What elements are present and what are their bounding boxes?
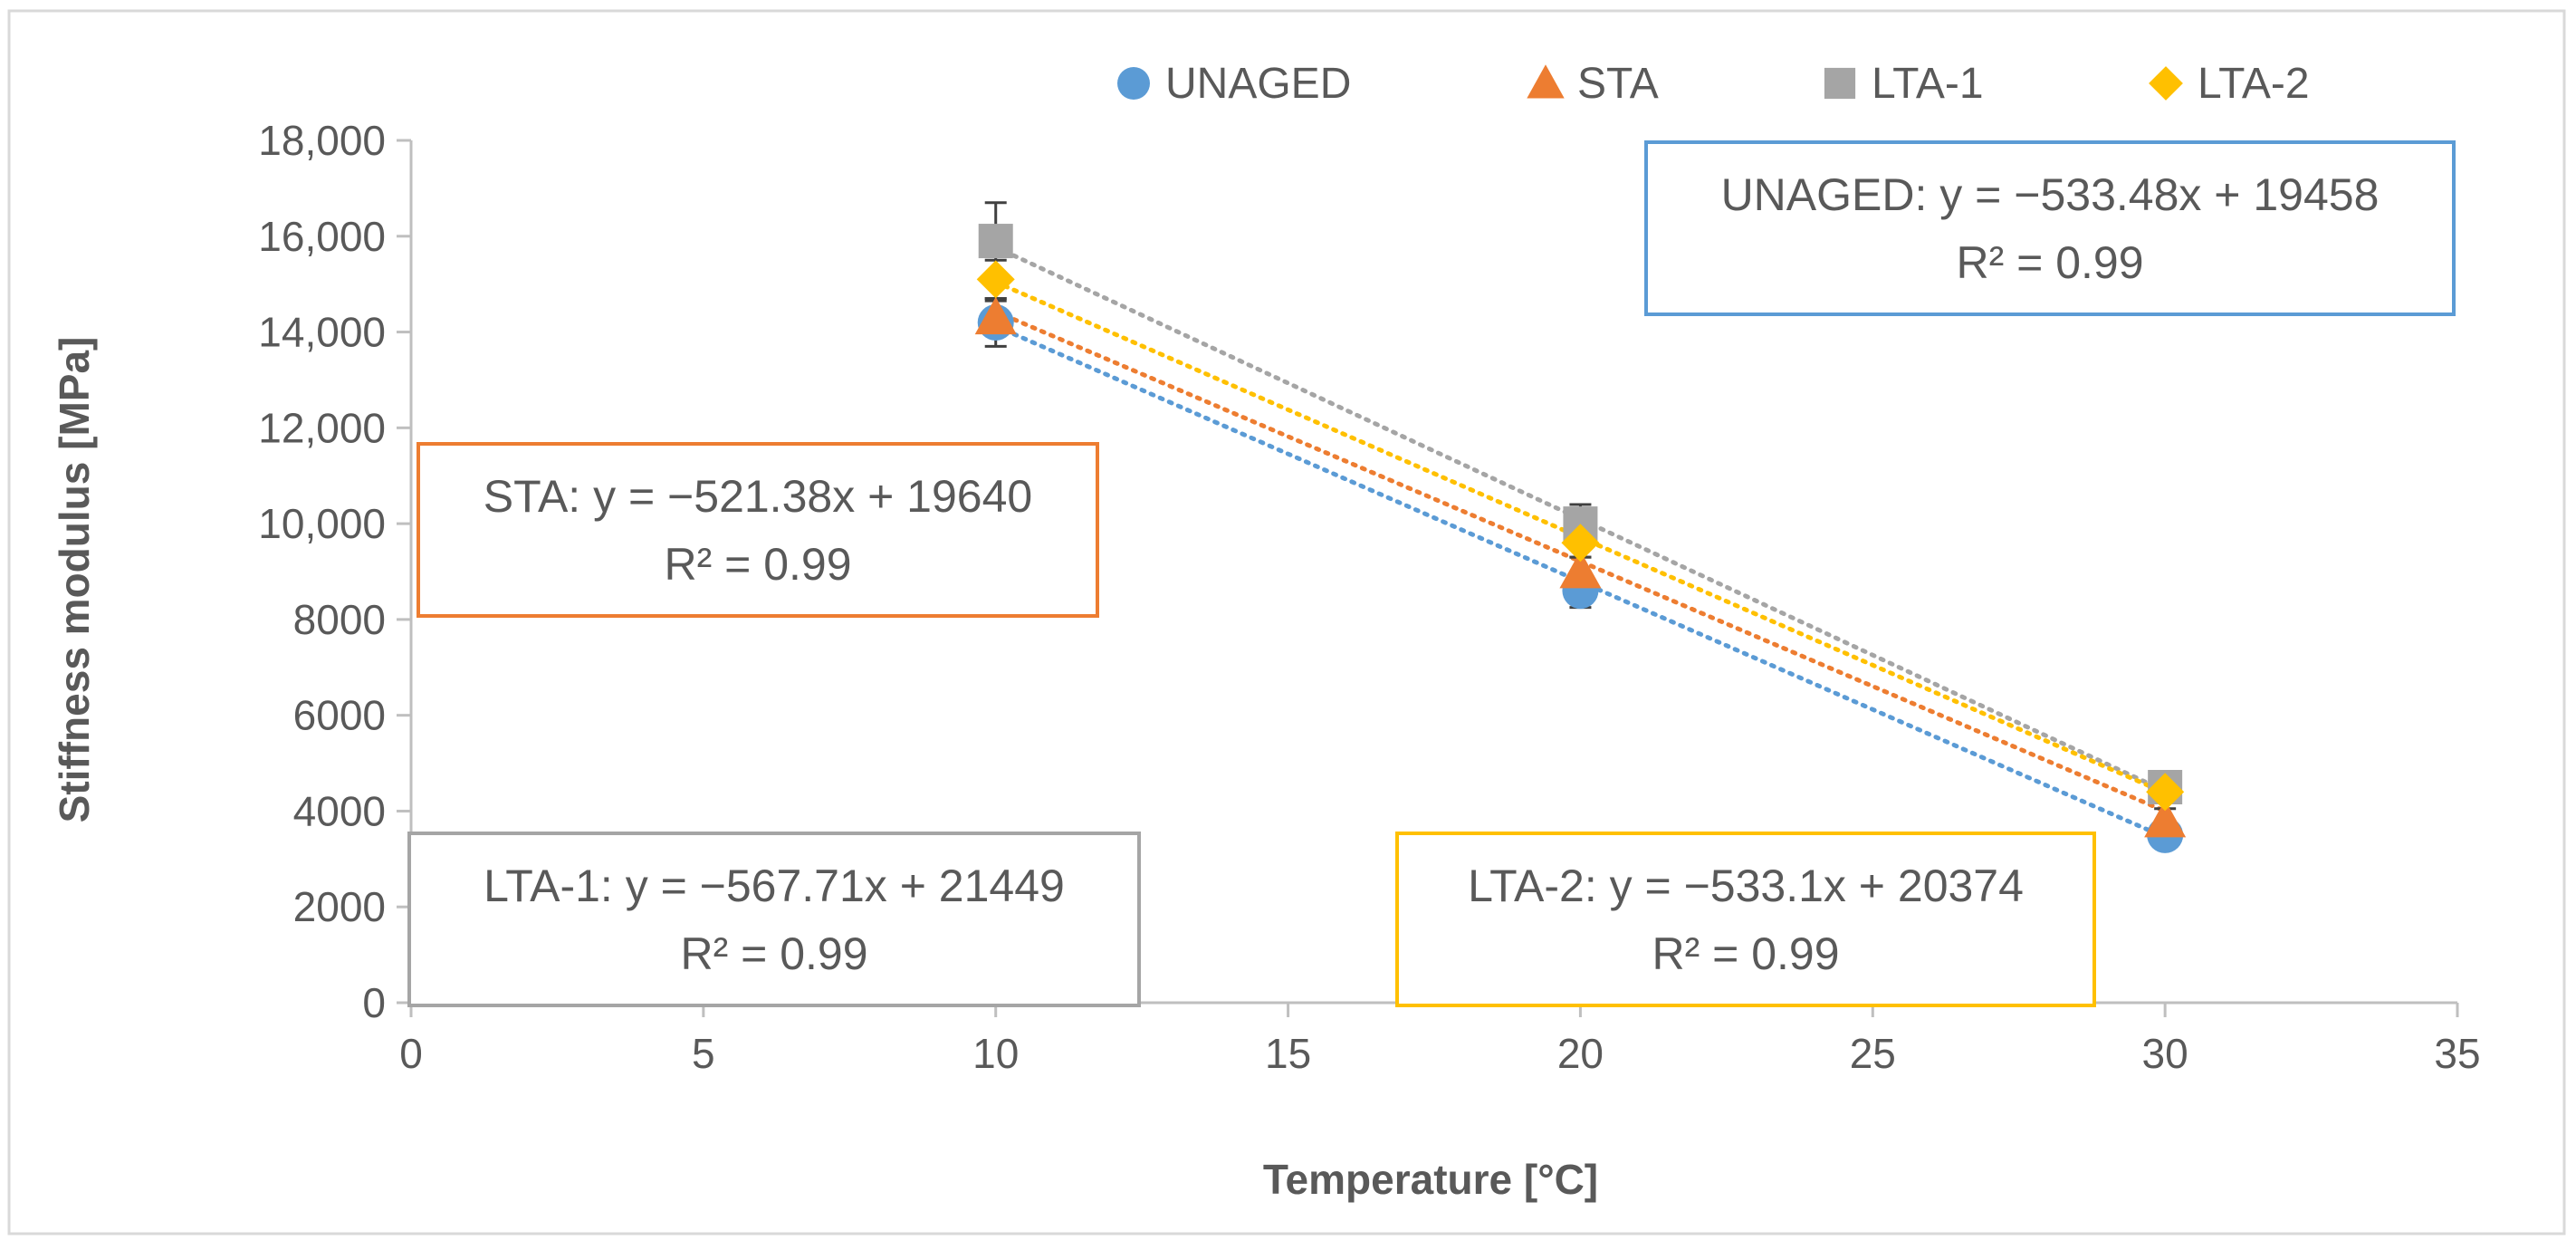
y-tick-label: 14,000 [258, 309, 386, 356]
equation-box-unaged: UNAGED: y = −533.48x + 19458 R² = 0.99 [1644, 140, 2456, 316]
y-tick-label: 12,000 [258, 404, 386, 451]
legend-label-lta-1: LTA-1 [1872, 60, 1984, 108]
trendline-equation: LTA-1: y = −567.71x + 21449 [484, 861, 1065, 911]
x-tick-label: 0 [399, 1030, 423, 1077]
x-tick-label: 20 [1557, 1030, 1604, 1077]
y-tick-label: 2000 [293, 883, 386, 930]
legend-item-unaged: UNAGED [1117, 60, 1351, 108]
y-tick-label: 6000 [293, 692, 386, 739]
y-tick-label: 18,000 [258, 117, 386, 164]
x-tick-label: 25 [1850, 1030, 1896, 1077]
point-lta-1 [978, 224, 1013, 259]
point-lta-2 [976, 260, 1015, 299]
point-sta [974, 296, 1017, 335]
legend-marker-lta-1 [1824, 67, 1856, 100]
x-tick-label: 35 [2434, 1030, 2480, 1077]
y-axis-title: Stiffness modulus [MPa] [51, 337, 98, 823]
r-squared-value: R² = 0.99 [664, 539, 851, 590]
r-squared-value: R² = 0.99 [680, 928, 867, 979]
legend-item-lta-1: LTA-1 [1824, 60, 1984, 108]
legend-marker-unaged [1117, 67, 1150, 100]
trendline-equation: LTA-2: y = −533.1x + 20374 [1468, 861, 2024, 911]
point-sta [2144, 800, 2187, 838]
equation-box-frame [1395, 832, 2096, 1007]
trendline-lta-1 [993, 245, 2168, 793]
legend-marker-sta [1527, 64, 1565, 99]
point-lta-2 [2146, 773, 2185, 812]
y-tick-label: 0 [362, 979, 386, 1026]
x-axis-title: Temperature [°C] [1263, 1156, 1598, 1203]
x-tick-label: 10 [972, 1030, 1019, 1077]
y-tick-label: 8000 [293, 596, 386, 643]
legend-label-unaged: UNAGED [1165, 60, 1351, 108]
x-tick-label: 30 [2142, 1030, 2188, 1077]
equation-box-frame [407, 832, 1141, 1007]
trendline-equation: STA: y = −521.38x + 19640 [484, 471, 1032, 522]
y-tick-label: 4000 [293, 787, 386, 834]
legend-item-sta: STA [1527, 60, 1659, 108]
equation-box-frame [417, 442, 1099, 618]
equation-box-lta-1: LTA-1: y = −567.71x + 21449 R² = 0.99 [407, 832, 1141, 1007]
y-tick-label: 16,000 [258, 213, 386, 260]
equation-box-frame [1644, 140, 2456, 316]
legend-label-sta: STA [1577, 60, 1659, 108]
legend-label-lta-2: LTA-2 [2198, 60, 2310, 108]
trendline-equation: UNAGED: y = −533.48x + 19458 [1721, 169, 2380, 220]
point-sta [1559, 551, 1602, 589]
legend-item-lta-2: LTA-2 [2149, 60, 2310, 108]
r-squared-value: R² = 0.99 [1956, 237, 2143, 288]
equation-box-lta-2: LTA-2: y = −533.1x + 20374 R² = 0.99 [1395, 832, 2096, 1007]
y-tick-label: 10,000 [258, 500, 386, 547]
x-tick-label: 15 [1265, 1030, 1311, 1077]
data-points [974, 224, 2187, 853]
legend: UNAGED STA LTA-1 LTA-2 [1117, 60, 2310, 108]
legend-marker-lta-2 [2149, 66, 2183, 101]
equation-box-sta: STA: y = −521.38x + 19640 R² = 0.99 [417, 442, 1099, 618]
r-squared-value: R² = 0.99 [1652, 928, 1839, 979]
x-tick-label: 5 [692, 1030, 715, 1077]
point-lta-2 [1561, 524, 1600, 562]
